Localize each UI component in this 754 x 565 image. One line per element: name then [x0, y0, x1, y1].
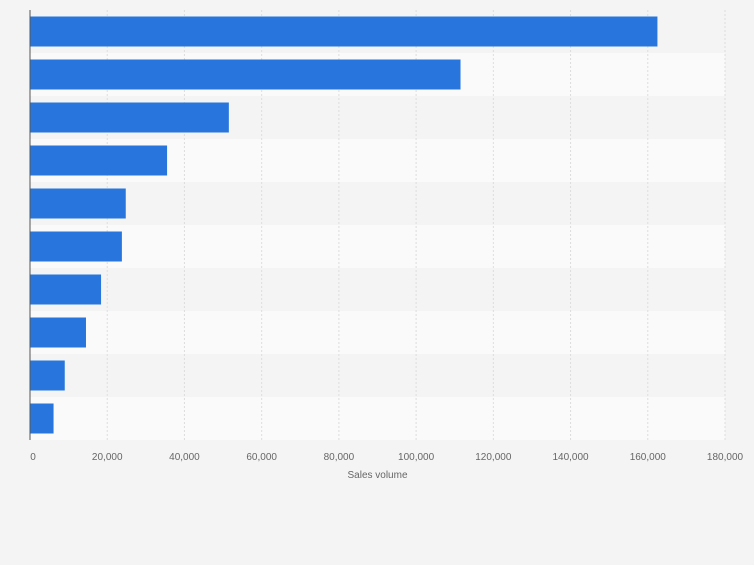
x-tick-label: 180,000 — [707, 452, 744, 463]
row-band — [30, 225, 725, 268]
bar — [30, 102, 229, 133]
x-tick-label: 140,000 — [552, 452, 589, 463]
x-axis-ticks: 0 20,000 40,000 60,000 80,000 100,000 120,000 1… — [30, 452, 743, 463]
bar — [30, 16, 658, 47]
x-tick-label: 0 — [30, 452, 36, 463]
x-axis-title: Sales volume — [347, 470, 407, 481]
bar — [30, 59, 461, 90]
bar — [30, 403, 54, 434]
x-tick-label: 120,000 — [475, 452, 512, 463]
row-band — [30, 268, 725, 311]
x-tick-label: 60,000 — [246, 452, 277, 463]
row-band — [30, 354, 725, 397]
x-tick-label: 160,000 — [630, 452, 667, 463]
bars — [30, 16, 658, 434]
x-tick-label: 80,000 — [324, 452, 355, 463]
bar — [30, 188, 126, 219]
x-tick-label: 20,000 — [92, 452, 123, 463]
row-band — [30, 397, 725, 440]
bar — [30, 274, 102, 305]
bar — [30, 317, 86, 348]
bar — [30, 145, 168, 176]
x-tick-label: 40,000 — [169, 452, 200, 463]
bar — [30, 360, 65, 391]
row-bands — [30, 10, 725, 440]
row-band — [30, 182, 725, 225]
x-tick-label: 100,000 — [398, 452, 435, 463]
bar — [30, 231, 122, 262]
row-band — [30, 311, 725, 354]
